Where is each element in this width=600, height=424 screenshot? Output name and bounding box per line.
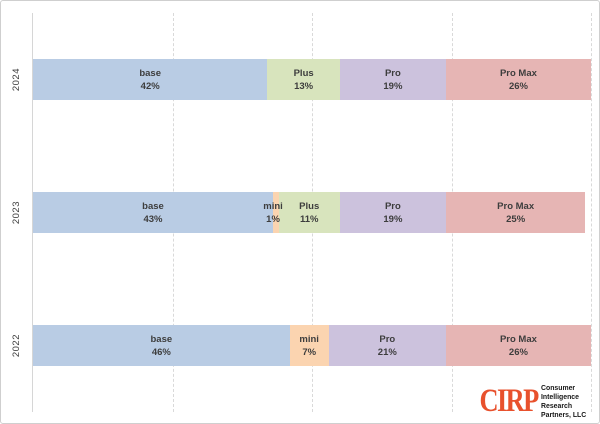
segment-label: Plus (293, 67, 314, 79)
segment-2022-base: base 46% (33, 325, 290, 366)
segment-value: 42% (140, 80, 160, 92)
plot-area: base 42% Plus 13% Pro 19% Pro Max 26% (32, 13, 592, 412)
cirp-logo: CIRP Consumer Intelligence Research Part… (465, 383, 590, 419)
segment-2024-pro: Pro 19% (339, 59, 446, 100)
segment-value: 11% (299, 213, 319, 225)
segment-label: mini (263, 200, 283, 212)
bar-row-2023: base 43% Plus 11% Pro 19% Pro Max 25% (33, 146, 591, 279)
cirp-logo-line: Partners, LLC (540, 410, 587, 419)
segment-2023-mini (272, 192, 279, 233)
year-label: 2022 (11, 333, 22, 358)
segment-2024-plus: Plus 13% (267, 59, 340, 100)
segment-value: 46% (151, 346, 171, 358)
segment-value: 1% (266, 213, 280, 225)
cirp-logo-line: Intelligence (540, 392, 579, 401)
segment-label: Pro (379, 333, 396, 345)
y-axis-label-2023: 2023 (1, 146, 32, 279)
segment-label: base (139, 67, 161, 79)
segment-value: 26% (508, 80, 528, 92)
bar-row-2024: base 42% Plus 13% Pro 19% Pro Max 26% (33, 13, 591, 146)
stacked-bar-2024: base 42% Plus 13% Pro 19% Pro Max 26% (33, 59, 591, 100)
segment-value: 19% (383, 213, 403, 225)
segment-2023-promax: Pro Max 25% (445, 192, 586, 233)
segment-2023-mini-callout-label: mini 1% (263, 192, 283, 233)
segment-2022-mini: mini 7% (289, 325, 329, 366)
year-label: 2024 (11, 67, 22, 92)
stacked-bar-2023: base 43% Plus 11% Pro 19% Pro Max 25% (33, 192, 591, 233)
segment-label: base (142, 200, 164, 212)
segment-label: Pro Max (497, 200, 535, 212)
segment-2022-pro: Pro 21% (328, 325, 446, 366)
segment-2024-base: base 42% (33, 59, 268, 100)
year-label: 2023 (11, 200, 22, 225)
segment-value: 21% (377, 346, 397, 358)
segment-2023-plus: Plus 11% (278, 192, 340, 233)
segment-value: 26% (508, 346, 528, 358)
bar-row-2022: base 46% mini 7% Pro 21% Pro Max 26% (33, 279, 591, 412)
cirp-logo-acronym: CIRP (479, 382, 540, 419)
cirp-logo-text: Consumer Intelligence Research Partners,… (541, 383, 586, 419)
y-axis-label-2022: 2022 (1, 279, 32, 412)
segment-value: 7% (302, 346, 317, 358)
segment-label: Plus (299, 200, 320, 212)
segment-2024-promax: Pro Max 26% (445, 59, 591, 100)
cirp-logo-line: Consumer (540, 383, 575, 392)
y-axis-label-2024: 2024 (1, 13, 32, 146)
segment-value: 25% (506, 213, 526, 225)
segment-label: Pro Max (499, 333, 537, 345)
segment-2022-promax: Pro Max 26% (445, 325, 591, 366)
y-axis: 2024 2023 2022 (1, 13, 32, 412)
segment-label: Pro Max (499, 67, 537, 79)
segment-2023-pro: Pro 19% (339, 192, 446, 233)
stacked-bar-2022: base 46% mini 7% Pro 21% Pro Max 26% (33, 325, 591, 366)
segment-value: 43% (143, 213, 163, 225)
segment-label: base (150, 333, 173, 345)
segment-label: mini (299, 333, 319, 345)
gridline-100pct (591, 13, 592, 412)
segment-label: Pro (384, 200, 401, 212)
segment-label: Pro (384, 67, 401, 79)
segment-2023-base: base 43% (33, 192, 273, 233)
segment-value: 13% (294, 80, 314, 92)
segment-value: 19% (383, 80, 403, 92)
cirp-logo-line: Research (540, 401, 572, 410)
